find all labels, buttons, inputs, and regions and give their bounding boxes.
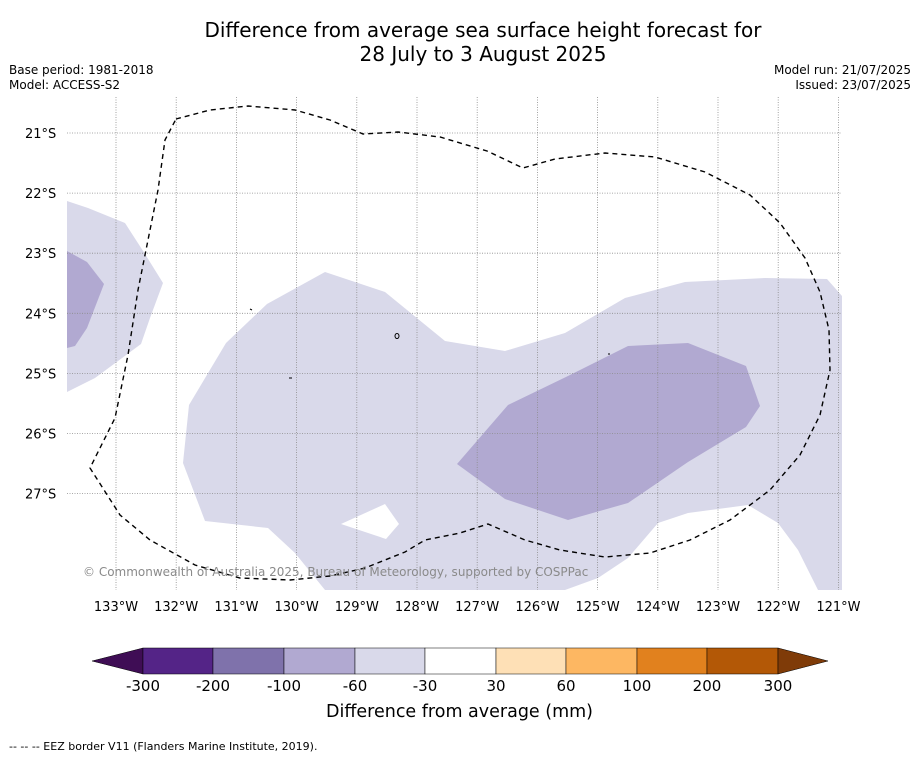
eez-footnote: -- -- -- EEZ border V11 (Flanders Marine… [9,740,318,753]
colorbar-tick-label: 200 [692,677,722,695]
colorbar-tick-label: 100 [622,677,652,695]
longitude-label: 133°W [94,600,138,615]
longitude-label: 128°W [395,600,439,615]
copyright-text: © Commonwealth of Australia 2025, Bureau… [83,565,589,579]
colorbar-bin [565,647,638,675]
latitude-label: 26°S [25,428,56,443]
colorbar-bin [142,647,214,675]
latitude-label: 27°S [25,488,56,503]
colorbar-tick-label: -60 [342,677,368,695]
base-period-text: Base period: 1981-2018 [9,63,154,77]
longitude-label: 127°W [455,600,499,615]
run-info: Model run: 21/07/2025 Issued: 23/07/2025 [774,63,911,93]
colorbar-bin [283,647,356,675]
anomaly-region-medium-central [457,343,760,520]
longitude-label: 121°W [816,600,860,615]
colorbar-extend-high [777,647,829,675]
colorbar-title: Difference from average (mm) [325,702,594,722]
colorbar-bin [636,647,708,675]
colorbar-extend-low [91,647,144,675]
longitude-label: 131°W [214,600,258,615]
colorbar-tick-label: 300 [763,677,793,695]
colorbar-bin [706,647,779,675]
longitude-label: 122°W [756,600,800,615]
latitude-labels: 21°S 22°S 23°S 24°S 25°S 26°S 27°S [25,127,56,503]
longitude-label: 124°W [636,600,680,615]
model-run-text: Model run: 21/07/2025 [773,63,911,77]
longitude-label: 126°W [515,600,559,615]
anomaly-region-white-patch [341,504,399,539]
longitude-label: 129°W [335,600,379,615]
graticule [67,97,842,590]
base-info: Base period: 1981-2018 Model: ACCESS-S2 [9,63,154,93]
colorbar-tick-labels: -300 -200 -100 -60 -30 30 60 100 200 300 [0,677,919,697]
colorbar [91,647,829,675]
colorbar-tick-label: -300 [125,677,161,695]
eez-border [89,105,831,581]
colorbar-bin [495,647,567,675]
island-marker [249,308,253,311]
latitude-label: 21°S [25,127,56,142]
longitude-label: 123°W [696,600,740,615]
map-plot-area [67,97,842,590]
chart-title: Difference from average sea surface heig… [0,18,919,66]
anomaly-region-light-west [67,201,163,392]
latitude-label: 22°S [25,187,56,202]
longitude-label: 130°W [275,600,319,615]
colorbar-tick-label: -200 [195,677,231,695]
title-line-2: 28 July to 3 August 2025 [359,42,607,66]
island-marker [394,333,400,339]
title-line-1: Difference from average sea surface heig… [204,18,762,42]
latitude-label: 25°S [25,367,56,382]
longitude-labels: 133°W 132°W 131°W 130°W 129°W 128°W 127°W 126°W… [94,600,861,615]
colorbar-tick-label: 30 [486,677,506,695]
colorbar-bin [424,647,497,675]
longitude-label: 132°W [154,600,198,615]
model-text: Model: ACCESS-S2 [9,78,121,92]
colorbar-tick-label: -30 [412,677,438,695]
latitude-label: 23°S [25,247,56,262]
longitude-label: 125°W [576,600,620,615]
colorbar-tick-label: -100 [266,677,302,695]
anomaly-region-medium-west [67,251,104,348]
colorbar-bin [212,647,285,675]
issued-text: Issued: 23/07/2025 [795,78,911,92]
latitude-label: 24°S [25,307,56,322]
colorbar-bin [354,647,426,675]
colorbar-tick-label: 60 [556,677,576,695]
